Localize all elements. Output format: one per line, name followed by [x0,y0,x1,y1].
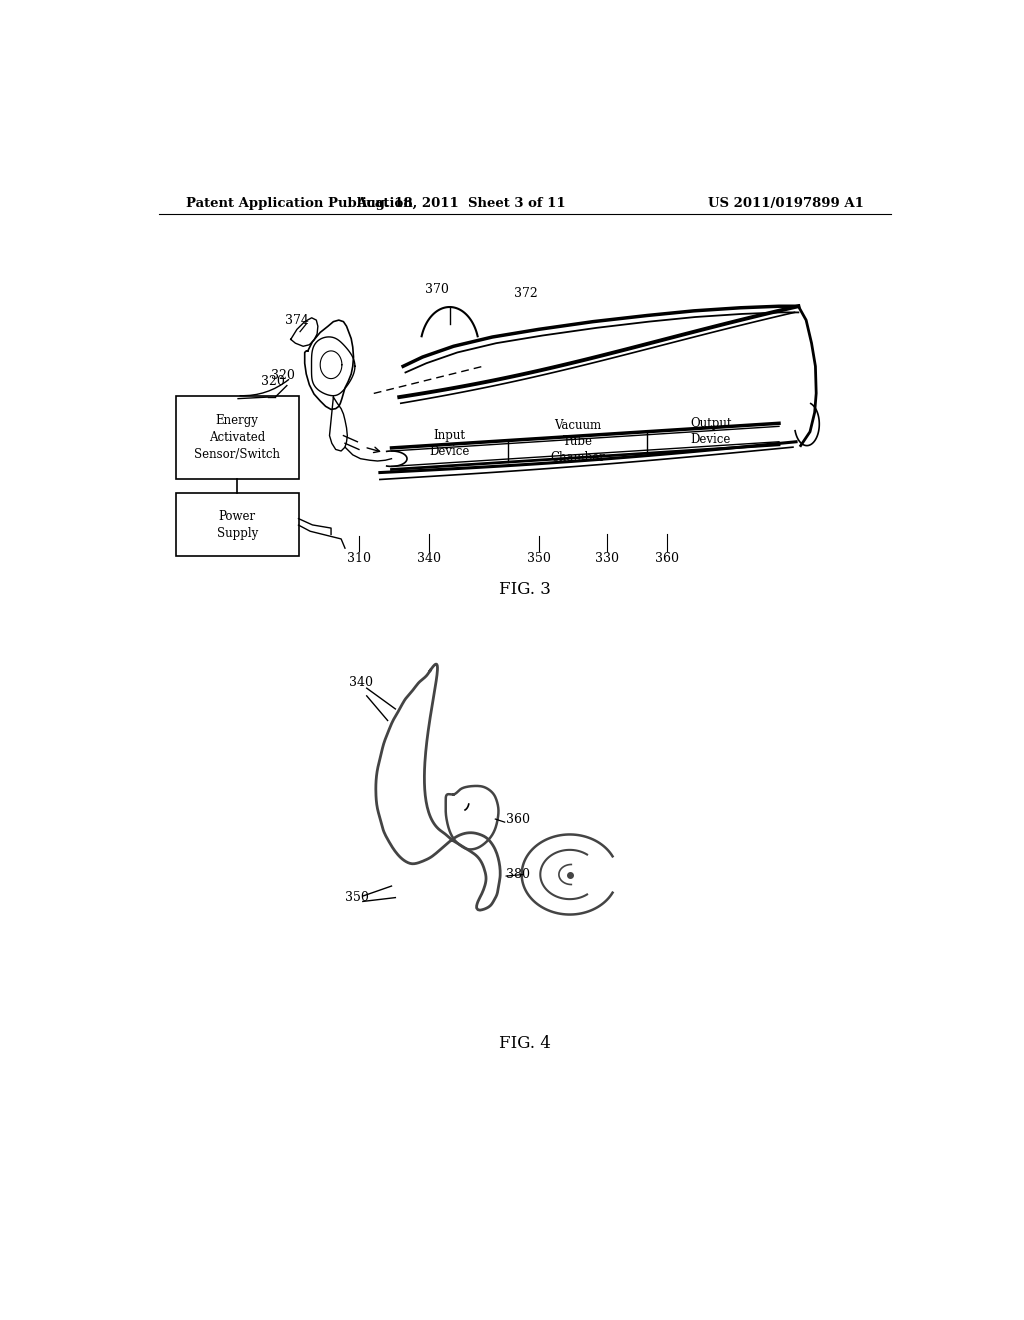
Text: 340: 340 [417,552,440,565]
Bar [176,396,299,479]
Text: Output
Device: Output Device [690,417,731,446]
Text: Patent Application Publication: Patent Application Publication [186,197,413,210]
Text: Vacuum
Tube
Chamber: Vacuum Tube Chamber [550,420,605,465]
Text: 350: 350 [345,891,369,904]
Text: 350: 350 [526,552,551,565]
Text: US 2011/0197899 A1: US 2011/0197899 A1 [709,197,864,210]
Text: 360: 360 [654,552,679,565]
Text: 360: 360 [506,813,530,825]
Text: 320: 320 [271,370,295,381]
Text: 320: 320 [261,375,285,388]
Text: Aug. 18, 2011  Sheet 3 of 11: Aug. 18, 2011 Sheet 3 of 11 [356,197,566,210]
Text: 374: 374 [285,314,308,326]
Text: FIG. 3: FIG. 3 [499,581,551,598]
Text: 370: 370 [425,282,449,296]
Text: 380: 380 [506,869,530,880]
Text: 372: 372 [514,286,538,300]
Text: Input
Device: Input Device [429,429,470,458]
Bar [176,494,299,557]
Text: FIG. 4: FIG. 4 [499,1035,551,1052]
Text: Energy
Activated
Sensor/Switch: Energy Activated Sensor/Switch [195,413,281,461]
Text: 340: 340 [349,676,373,689]
Text: Power
Supply: Power Supply [217,510,258,540]
Text: 310: 310 [347,552,371,565]
Text: 330: 330 [595,552,618,565]
